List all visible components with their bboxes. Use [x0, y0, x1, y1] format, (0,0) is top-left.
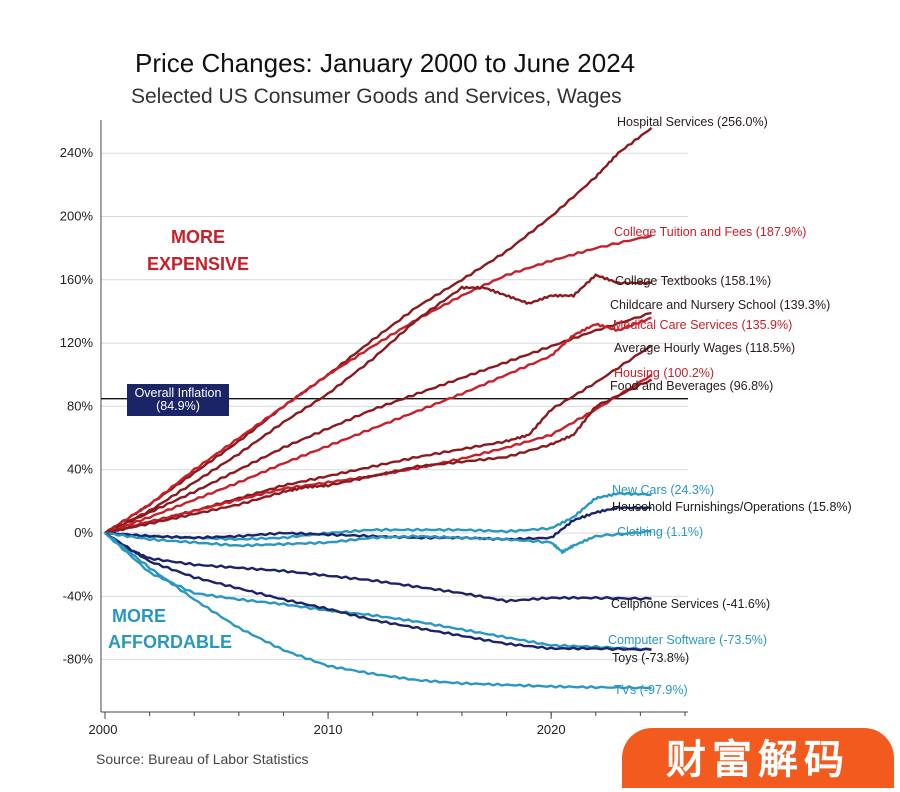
series-line-college-textbooks — [104, 273, 652, 534]
y-tick-label: 240% — [60, 145, 94, 160]
more-expensive-label: MORE — [171, 227, 225, 247]
y-tick-label: -40% — [63, 588, 94, 603]
y-tick-label: -80% — [63, 652, 94, 667]
series-line-tvs — [104, 532, 652, 690]
series-label-new-cars: New Cars (24.3%) — [612, 483, 714, 497]
series-line-average-hourly-wages — [104, 344, 653, 535]
overall-inflation-box — [127, 384, 229, 416]
overall-inflation-value: (84.9%) — [156, 399, 200, 413]
series-line-childcare-and-nursery-school — [104, 311, 652, 535]
x-tick-label: 2020 — [537, 722, 566, 737]
y-tick-label: 120% — [60, 335, 94, 350]
series-line-toys — [104, 532, 652, 652]
series-line-clothing — [104, 529, 652, 554]
y-tick-label: 40% — [67, 462, 93, 477]
series-label-childcare-and-nursery-school: Childcare and Nursery School (139.3%) — [610, 298, 830, 312]
series-label-cellphone-services: Cellphone Services (-41.6%) — [611, 597, 770, 611]
y-tick-label: 160% — [60, 272, 94, 287]
source-note: Source: Bureau of Labor Statistics — [96, 751, 309, 767]
series-line-college-tuition-and-fees — [104, 234, 652, 534]
more-affordable-label: AFFORDABLE — [108, 632, 232, 652]
series-label-tvs: TVs (-97.9%) — [614, 683, 688, 697]
series-label-clothing: Clothing (1.1%) — [617, 525, 703, 539]
series-label-college-textbooks: College Textbooks (158.1%) — [615, 274, 771, 288]
series-line-computer-software — [104, 532, 652, 651]
brand-logo: 财富解码 — [622, 728, 894, 788]
series-line-medical-care-services — [104, 316, 652, 535]
x-tick-label: 2000 — [89, 722, 118, 737]
series-line-food-and-beverages — [104, 378, 653, 535]
series-label-toys: Toys (-73.8%) — [612, 651, 689, 665]
overall-inflation-label: Overall Inflation — [135, 386, 222, 400]
more-expensive-label: EXPENSIVE — [147, 254, 249, 274]
series-label-household-furnishings-operations: Household Furnishings/Operations (15.8%) — [612, 500, 852, 514]
series-label-computer-software: Computer Software (-73.5%) — [608, 633, 767, 647]
more-affordable-label: MORE — [112, 606, 166, 626]
series-line-cellphone-services — [104, 531, 652, 604]
series-label-average-hourly-wages: Average Hourly Wages (118.5%) — [614, 341, 795, 355]
chart-title: Price Changes: January 2000 to June 2024 — [135, 48, 636, 78]
y-tick-label: 80% — [67, 398, 93, 413]
series-label-food-and-beverages: Food and Beverages (96.8%) — [610, 379, 773, 393]
y-tick-label: 0% — [74, 525, 93, 540]
x-tick-label: 2010 — [314, 722, 343, 737]
series-label-medical-care-services: Medical Care Services (135.9%) — [613, 318, 792, 332]
y-tick-label: 200% — [60, 209, 94, 224]
chart-subtitle: Selected US Consumer Goods and Services,… — [131, 85, 622, 108]
series-label-college-tuition-and-fees: College Tuition and Fees (187.9%) — [614, 225, 806, 239]
series-label-housing: Housing (100.2%) — [614, 366, 714, 380]
series-line-hospital-services — [104, 126, 653, 535]
series-label-hospital-services: Hospital Services (256.0%) — [617, 115, 768, 129]
